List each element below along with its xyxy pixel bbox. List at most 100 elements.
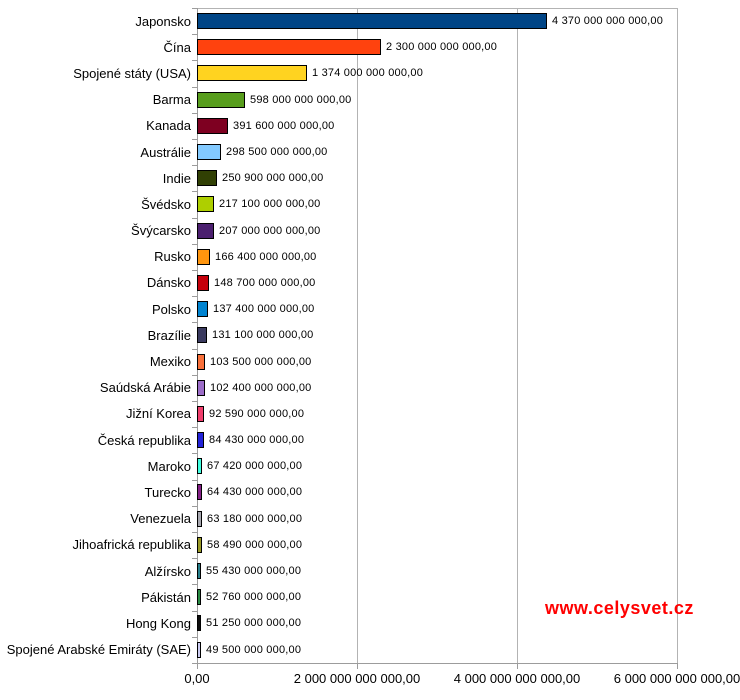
bar-row: Saúdská Arábie 102 400 000 000,00 xyxy=(0,375,740,401)
category-label: Rusko xyxy=(154,249,191,265)
bar-row: Čína 2 300 000 000 000,00 xyxy=(0,34,740,60)
bar-row: Polsko 137 400 000 000,00 xyxy=(0,296,740,322)
bar xyxy=(197,510,202,527)
category-label: Indie xyxy=(162,170,191,186)
category-label: Čína xyxy=(163,39,191,55)
y-axis-tick xyxy=(192,218,197,219)
bar xyxy=(197,536,202,553)
bar-row: Alžírsko 55 430 000 000,00 xyxy=(0,558,740,584)
bar xyxy=(197,563,201,580)
bar xyxy=(197,222,214,239)
x-axis-line xyxy=(197,663,678,664)
gridline xyxy=(677,8,678,663)
y-axis-tick xyxy=(192,480,197,481)
bar-row: Mexiko 103 500 000 000,00 xyxy=(0,348,740,374)
category-label: Dánsko xyxy=(146,275,191,291)
bar-row: Rusko 166 400 000 000,00 xyxy=(0,244,740,270)
bar-row: Venezuela 63 180 000 000,00 xyxy=(0,506,740,532)
y-axis-tick xyxy=(192,637,197,638)
value-label: 4 370 000 000 000,00 xyxy=(552,15,664,28)
value-label: 52 760 000 000,00 xyxy=(206,591,302,604)
category-label: Saúdská Arábie xyxy=(99,380,191,396)
value-label: 598 000 000 000,00 xyxy=(250,93,352,106)
category-label: Barma xyxy=(152,92,191,108)
bar xyxy=(197,589,201,606)
y-axis-tick xyxy=(192,139,197,140)
category-label: Austrálie xyxy=(140,144,191,160)
gridline xyxy=(517,8,518,663)
y-axis-tick xyxy=(192,349,197,350)
bar-row: Barma 598 000 000 000,00 xyxy=(0,87,740,113)
category-label: Mexiko xyxy=(149,354,191,370)
y-axis-tick xyxy=(192,191,197,192)
y-axis-tick xyxy=(192,584,197,585)
category-label: Venezuela xyxy=(130,511,191,527)
value-label: 51 250 000 000,00 xyxy=(206,617,302,630)
y-axis-tick xyxy=(192,244,197,245)
bar-row: Japonsko 4 370 000 000 000,00 xyxy=(0,8,740,34)
y-axis-tick xyxy=(192,427,197,428)
value-label: 391 600 000 000,00 xyxy=(233,119,335,132)
bar xyxy=(197,117,228,134)
value-label: 49 500 000 000,00 xyxy=(206,643,302,656)
y-axis-tick xyxy=(192,8,197,9)
bar xyxy=(197,458,202,475)
y-axis-tick xyxy=(192,296,197,297)
x-axis-tick xyxy=(677,663,678,669)
value-label: 64 430 000 000,00 xyxy=(207,486,303,499)
bar-row: Maroko 67 420 000 000,00 xyxy=(0,453,740,479)
x-axis-tick xyxy=(357,663,358,669)
y-axis-tick xyxy=(192,532,197,533)
bar xyxy=(197,170,217,187)
y-axis-tick xyxy=(192,375,197,376)
value-label: 250 900 000 000,00 xyxy=(222,172,324,185)
value-label: 92 590 000 000,00 xyxy=(209,407,305,420)
bar-row: Švýcarsko 207 000 000 000,00 xyxy=(0,218,740,244)
watermark: www.celysvet.cz xyxy=(545,598,694,618)
bar xyxy=(197,274,209,291)
category-label: Polsko xyxy=(151,301,191,317)
category-label: Jižní Korea xyxy=(125,406,191,422)
category-label: Švýcarsko xyxy=(131,223,191,239)
bar xyxy=(197,432,204,449)
value-label: 217 100 000 000,00 xyxy=(219,198,321,211)
value-label: 166 400 000 000,00 xyxy=(215,250,317,263)
x-axis-tick-label: 4 000 000 000 000,00 xyxy=(453,671,581,686)
bar xyxy=(197,484,202,501)
value-label: 137 400 000 000,00 xyxy=(213,303,315,316)
bar xyxy=(197,144,221,161)
value-label: 298 500 000 000,00 xyxy=(226,146,328,159)
value-label: 103 500 000 000,00 xyxy=(210,355,312,368)
y-axis-tick xyxy=(192,453,197,454)
x-axis-tick-label: 2 000 000 000 000,00 xyxy=(293,671,421,686)
bar xyxy=(197,379,205,396)
value-label: 148 700 000 000,00 xyxy=(214,276,316,289)
bar-row: Švédsko 217 100 000 000,00 xyxy=(0,191,740,217)
bar xyxy=(197,248,210,265)
bar-row: Indie 250 900 000 000,00 xyxy=(0,165,740,191)
bar xyxy=(197,196,214,213)
category-label: Spojené státy (USA) xyxy=(73,65,191,81)
y-axis-tick xyxy=(192,506,197,507)
y-axis-tick xyxy=(192,663,197,664)
bar xyxy=(197,615,201,632)
bar xyxy=(197,641,201,658)
bar xyxy=(197,353,205,370)
bar-row: Austrálie 298 500 000 000,00 xyxy=(0,139,740,165)
y-axis-tick xyxy=(192,34,197,35)
value-label: 55 430 000 000,00 xyxy=(206,565,302,578)
gridline xyxy=(357,8,358,663)
bar xyxy=(197,91,245,108)
y-axis-tick xyxy=(192,60,197,61)
value-label: 102 400 000 000,00 xyxy=(210,381,312,394)
value-label: 1 374 000 000 000,00 xyxy=(312,67,424,80)
bar-row: Spojené Arabské Emiráty (SAE) 49 500 000 … xyxy=(0,637,740,663)
plot-border-top xyxy=(197,8,678,9)
x-axis-tick xyxy=(197,663,198,669)
y-axis-tick xyxy=(192,165,197,166)
y-axis-tick xyxy=(192,401,197,402)
value-label: 207 000 000 000,00 xyxy=(219,224,321,237)
y-axis-tick xyxy=(192,270,197,271)
y-axis-tick xyxy=(192,113,197,114)
